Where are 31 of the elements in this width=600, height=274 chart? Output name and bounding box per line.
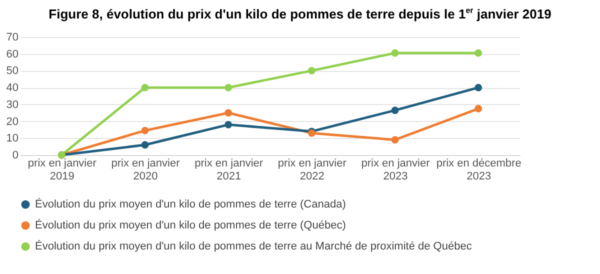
legend-label: Évolution du prix moyen d'un kilo de pommes de terre au Marché de proximité de Québec: [35, 240, 472, 252]
x-tick-label: prix en janvier 2021: [194, 158, 264, 182]
point: [141, 84, 149, 92]
legend-label: Évolution du prix moyen d'un kilo de pommes de terre (Québec): [35, 218, 346, 232]
point: [474, 84, 482, 92]
point: [224, 120, 232, 128]
point: [141, 126, 149, 134]
y-tick-label: 10: [6, 132, 18, 145]
x-tick-label: prix en janvier 2019: [28, 158, 97, 182]
chart-title: Figure 8, évolution du prix d'un kilo de pommes de terre depuis le 1$^{er}$ janvier 2019: [48, 5, 552, 24]
point: [391, 106, 399, 114]
point: [141, 141, 149, 149]
point: [224, 109, 232, 117]
y-tick-label: 50: [6, 65, 18, 78]
point: [224, 84, 232, 92]
y-tick-label: 0: [12, 150, 18, 162]
legend-label: Évolution du prix moyen d'un kilo de pommes de terre (Canada): [35, 198, 346, 210]
point: [474, 49, 482, 57]
y-tick-label: 70: [6, 32, 18, 44]
point: [391, 136, 399, 144]
point: [391, 49, 399, 57]
x-tick-label: prix en janvier 2022: [278, 158, 347, 182]
point: [474, 104, 482, 112]
x-tick-label: prix en janvier 2020: [111, 158, 180, 182]
y-tick-label: 60: [6, 48, 18, 60]
x-tick-label: prix en décembre 2023: [436, 158, 522, 182]
y-tick-label: 30: [6, 98, 18, 111]
y-tick-label: 40: [6, 82, 18, 94]
point: [308, 67, 316, 74]
y-tick-label: 20: [6, 116, 18, 128]
x-tick-label: prix en janvier 2023: [361, 158, 430, 182]
